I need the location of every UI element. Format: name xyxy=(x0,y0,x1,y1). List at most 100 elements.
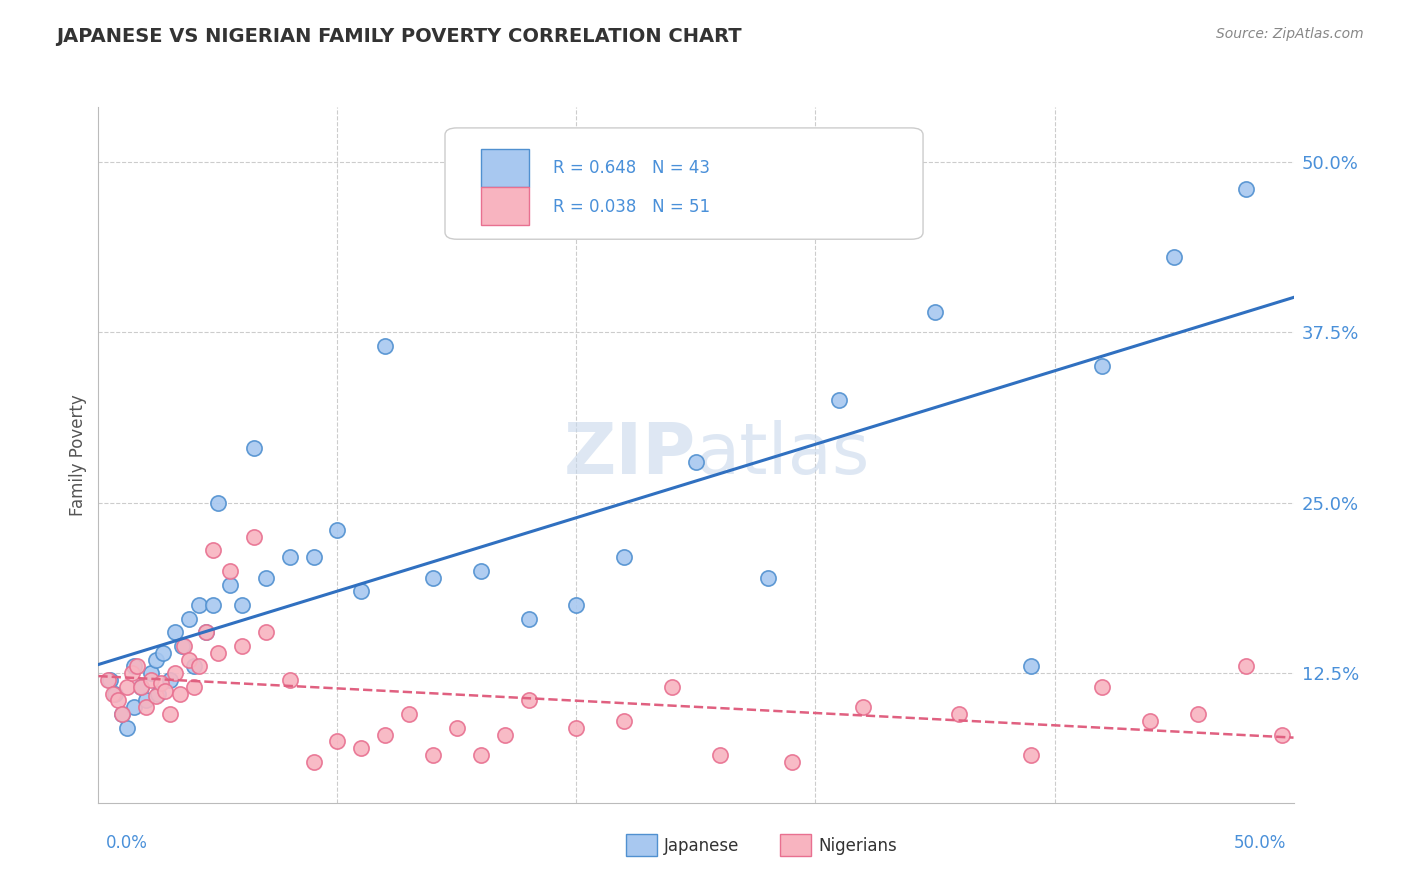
Point xyxy=(219,564,242,578)
Point xyxy=(254,625,277,640)
Point xyxy=(1271,728,1294,742)
Point xyxy=(219,577,242,591)
Point xyxy=(159,707,181,722)
Point xyxy=(124,659,146,673)
Point xyxy=(159,673,181,687)
Point xyxy=(97,673,120,687)
Point xyxy=(145,690,167,704)
FancyBboxPatch shape xyxy=(444,128,922,239)
Point xyxy=(243,441,266,455)
Point xyxy=(302,755,325,769)
Point xyxy=(202,598,225,612)
Point xyxy=(111,707,134,722)
Point xyxy=(1091,680,1114,694)
Point xyxy=(661,680,683,694)
Text: Source: ZipAtlas.com: Source: ZipAtlas.com xyxy=(1216,27,1364,41)
Text: JAPANESE VS NIGERIAN FAMILY POVERTY CORRELATION CHART: JAPANESE VS NIGERIAN FAMILY POVERTY CORR… xyxy=(56,27,742,45)
Point xyxy=(111,707,134,722)
Point xyxy=(1187,707,1209,722)
Point xyxy=(183,659,205,673)
Point xyxy=(104,687,127,701)
Point xyxy=(709,747,731,762)
FancyBboxPatch shape xyxy=(481,187,529,226)
Point xyxy=(179,652,201,666)
Text: 50.0%: 50.0% xyxy=(1234,834,1286,852)
Point xyxy=(1163,250,1185,264)
Point xyxy=(149,675,172,690)
Text: Nigerians: Nigerians xyxy=(818,837,897,855)
Point xyxy=(1139,714,1161,728)
Point xyxy=(243,530,266,544)
Point xyxy=(194,625,218,640)
Point xyxy=(163,625,186,640)
Point xyxy=(115,680,138,694)
Point xyxy=(326,734,349,748)
Point xyxy=(565,721,588,735)
Point xyxy=(194,625,218,640)
Point xyxy=(613,714,636,728)
Point xyxy=(145,652,167,666)
Point xyxy=(470,747,492,762)
Point xyxy=(828,393,851,408)
Point xyxy=(139,673,162,687)
Point xyxy=(374,728,396,742)
Point xyxy=(148,687,170,701)
Point xyxy=(172,639,194,653)
Point xyxy=(1234,182,1257,196)
Text: atlas: atlas xyxy=(696,420,870,490)
Point xyxy=(135,700,157,714)
Point xyxy=(517,612,540,626)
Point xyxy=(121,666,143,681)
Point xyxy=(1019,747,1042,762)
Point xyxy=(350,584,373,599)
Text: 0.0%: 0.0% xyxy=(105,834,148,852)
Point xyxy=(135,693,157,707)
Point xyxy=(302,550,325,565)
Point xyxy=(1234,659,1257,673)
Point xyxy=(494,728,516,742)
Point xyxy=(202,543,225,558)
Point xyxy=(326,523,349,537)
Point xyxy=(115,721,138,735)
Point xyxy=(422,747,444,762)
Point xyxy=(169,687,191,701)
Point xyxy=(685,455,707,469)
Point xyxy=(207,646,229,660)
Point xyxy=(446,721,468,735)
Point xyxy=(131,680,153,694)
Point xyxy=(173,639,195,653)
Point xyxy=(924,304,946,318)
Point xyxy=(107,693,129,707)
Point xyxy=(231,639,253,653)
Point xyxy=(124,700,146,714)
Point xyxy=(350,741,373,756)
Point xyxy=(517,693,540,707)
Point xyxy=(187,598,209,612)
Text: R = 0.038   N = 51: R = 0.038 N = 51 xyxy=(553,197,710,216)
Point xyxy=(179,612,201,626)
Point xyxy=(163,666,186,681)
Point xyxy=(470,564,492,578)
Point xyxy=(98,673,122,687)
Point xyxy=(278,550,301,565)
Point xyxy=(183,680,205,694)
Point xyxy=(565,598,588,612)
Point xyxy=(101,687,124,701)
Point xyxy=(948,707,970,722)
Point xyxy=(398,707,420,722)
FancyBboxPatch shape xyxy=(481,149,529,187)
Text: R = 0.648   N = 43: R = 0.648 N = 43 xyxy=(553,160,710,178)
Point xyxy=(131,680,153,694)
Point xyxy=(125,659,148,673)
Text: ZIP: ZIP xyxy=(564,420,696,490)
Point xyxy=(207,496,229,510)
Y-axis label: Family Poverty: Family Poverty xyxy=(69,394,87,516)
Point xyxy=(155,684,177,698)
Point xyxy=(613,550,636,565)
Point xyxy=(187,659,209,673)
Point xyxy=(152,646,174,660)
Point xyxy=(756,571,779,585)
Point xyxy=(422,571,444,585)
Point xyxy=(780,755,803,769)
Point xyxy=(374,339,396,353)
